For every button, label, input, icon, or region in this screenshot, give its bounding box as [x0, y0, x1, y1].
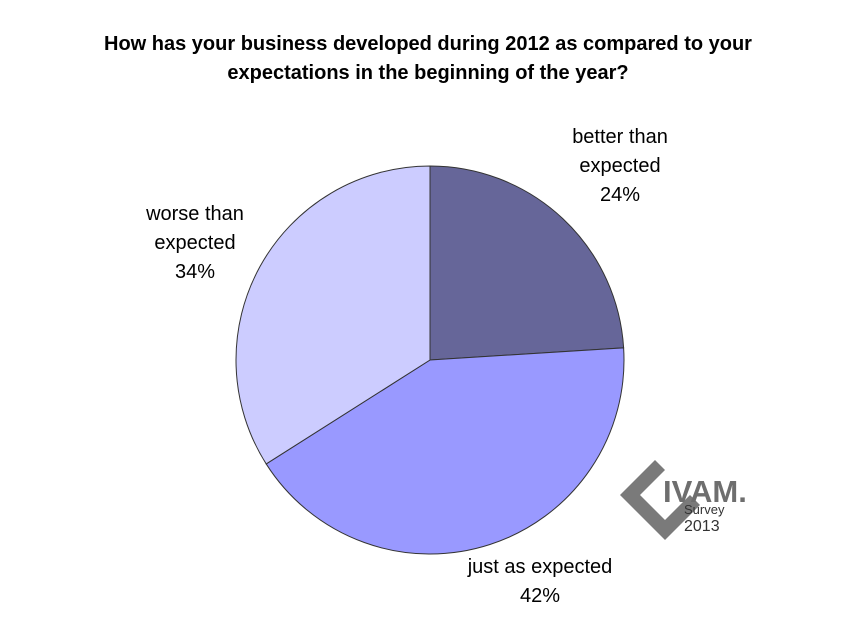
value-label: 42% [519, 585, 561, 607]
chart-title: How has your business developed during 2… [104, 33, 752, 84]
category-label: worse than expected [146, 203, 244, 254]
slice-label: just as expected 42% [465, 553, 615, 611]
value-label: 24% [599, 184, 641, 206]
logo: IVAM. Survey 2013 [620, 460, 747, 540]
pie-slice [235, 165, 431, 465]
category-label: better than expected [572, 126, 668, 177]
value-label: 34% [174, 261, 216, 283]
logo-line1: Survey [684, 502, 725, 517]
slice-label: worse than expected 34% [120, 200, 270, 287]
logo-brand: IVAM. [663, 474, 747, 509]
category-label: just as expected [467, 556, 613, 578]
slice-label: better than expected 24% [545, 123, 695, 210]
logo-mark [620, 460, 700, 540]
pie-slice [429, 165, 625, 361]
logo-line2: 2013 [684, 518, 720, 535]
pie-slice [265, 347, 625, 555]
